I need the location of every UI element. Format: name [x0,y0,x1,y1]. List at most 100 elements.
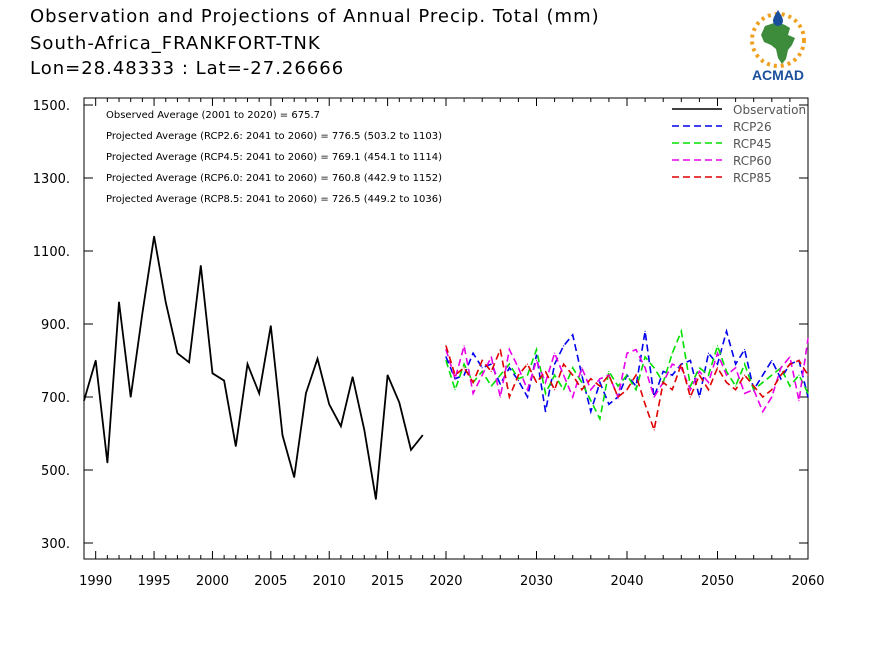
data-point-rcp60 [762,411,764,413]
data-point-rcp85 [445,345,447,347]
data-point-rcp85 [490,370,492,373]
data-point-observation [188,361,190,363]
data-point-rcp45 [716,345,719,347]
data-point-observation [165,301,167,303]
data-point-rcp26 [744,348,746,351]
data-point-rcp85 [735,389,737,391]
data-point-observation [281,434,284,436]
data-point-rcp60 [635,348,637,351]
x-tick-label: 1990 [79,574,112,589]
data-point-rcp26 [517,379,520,382]
data-point-observation [153,235,155,237]
data-point-rcp85 [689,396,691,398]
data-point-rcp85 [554,389,556,391]
data-point-rcp60 [753,389,755,391]
data-point-rcp45 [572,367,574,369]
data-point-observation [328,403,330,405]
data-point-rcp85 [789,363,791,365]
data-point-rcp85 [725,381,728,383]
data-point-observation [246,363,249,365]
data-point-rcp26 [599,381,601,383]
data-point-rcp26 [490,363,492,365]
data-point-rcp85 [798,359,800,362]
data-point-rcp45 [445,359,447,362]
data-point-rcp26 [563,345,565,347]
data-point-rcp60 [599,378,601,380]
data-point-rcp60 [725,374,728,376]
data-point-rcp60 [653,396,655,398]
data-point-rcp26 [499,383,501,385]
data-point-rcp85 [744,374,746,376]
data-point-observation [316,358,319,360]
data-point-rcp26 [671,374,673,376]
stat-annotation: Projected Average (RCP4.5: 2041 to 2060)… [106,152,442,163]
data-point-rcp26 [762,374,764,376]
data-point-rcp26 [535,354,538,356]
data-point-rcp60 [508,348,510,351]
data-point-rcp26 [771,359,773,362]
data-point-rcp45 [798,374,800,376]
data-point-rcp45 [689,385,691,387]
data-point-observation [176,352,179,354]
x-tick-label: 2050 [701,574,734,589]
data-point-rcp45 [554,374,556,376]
stats-annotations: Observed Average (2001 to 2020) = 675.7 P… [106,110,442,205]
data-point-rcp60 [789,356,791,358]
data-point-observation [95,359,97,362]
data-point-rcp60 [526,389,529,391]
data-point-rcp45 [626,374,628,376]
data-point-observation [141,312,143,314]
data-point-rcp26 [707,352,710,354]
data-point-rcp45 [653,367,655,369]
y-tick-label: 300. [41,537,70,552]
data-point-observation [235,445,237,447]
axis-ticks: 300. 500. 700. 900. 1100. 1300. 1500. 1990 1995 2… [33,98,825,589]
data-point-rcp85 [563,363,565,365]
data-point-rcp85 [472,381,474,383]
data-point-rcp26 [554,363,556,365]
data-point-rcp45 [644,356,646,358]
logo-text: ACMAD [752,67,804,83]
legend-label-rcp45: RCP45 [733,137,772,151]
data-point-rcp60 [671,363,673,365]
data-point-rcp60 [544,381,547,383]
y-tick-label: 700. [41,391,70,406]
data-point-observation [293,476,295,478]
x-tick-label: 2000 [196,574,229,589]
data-point-rcp45 [526,374,529,376]
data-point-rcp45 [535,348,538,351]
data-point-rcp45 [481,370,483,373]
data-point-rcp45 [563,389,565,391]
legend-label-observation: Observation [733,103,806,117]
data-point-rcp60 [698,370,701,373]
data-point-rcp45 [725,370,728,373]
data-point-rcp45 [508,363,510,365]
data-point-rcp85 [454,374,456,376]
data-point-rcp85 [653,429,655,431]
data-point-rcp26 [662,370,664,373]
data-point-rcp26 [572,334,574,336]
series-line-observation [83,236,424,500]
data-point-rcp45 [599,418,601,420]
data-point-rcp45 [490,385,492,387]
data-point-rcp26 [725,330,728,332]
data-point-rcp60 [626,352,628,354]
data-point-rcp85 [508,396,510,398]
data-point-rcp60 [744,392,746,394]
data-point-observation [410,449,412,451]
data-point-observation [422,434,424,436]
data-point-rcp60 [689,389,691,391]
data-point-rcp45 [454,389,456,391]
data-point-rcp60 [735,367,737,369]
x-tick-label: 2060 [791,574,824,589]
x-tick-label: 2015 [371,574,404,589]
data-point-rcp26 [644,330,646,332]
data-point-observation [340,425,342,427]
data-point-observation [118,301,120,303]
data-point-rcp45 [735,385,737,387]
x-tick-label: 2005 [254,574,287,589]
x-tick-label: 2030 [520,574,553,589]
data-point-observation [223,379,225,382]
data-point-rcp60 [481,374,483,376]
